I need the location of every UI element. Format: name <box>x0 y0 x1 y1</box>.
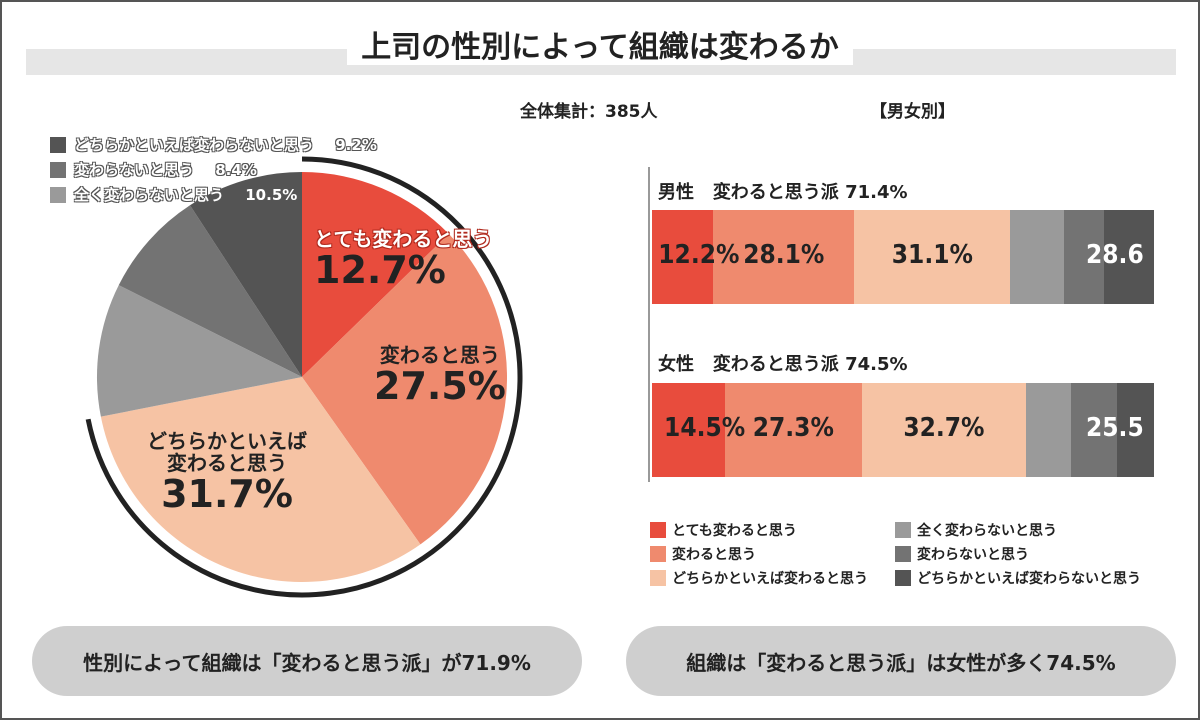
bar-legend: とても変わると思う 全く変わらないと思う 変わると思う 変わらないと思う どちら… <box>650 520 1155 588</box>
legend-swatch <box>895 522 911 538</box>
bar-segment <box>724 383 863 477</box>
pie-slice <box>100 377 421 582</box>
bar-value-label: 12.2% <box>658 240 740 270</box>
pie-legend-item: 全く変わらないと思う 10.5% <box>50 184 377 205</box>
bar-segment <box>1104 210 1155 304</box>
bar-segment <box>1025 383 1072 477</box>
bar-value-label: 28.1% <box>743 240 825 270</box>
pie-label-very-change: とても変わると思う 12.7% <box>314 227 493 292</box>
pie-legend-item: 変わらないと思う 8.4% <box>50 159 377 180</box>
bar-value-label: 14.5% <box>664 413 746 443</box>
bar-value-label: 32.7% <box>903 413 985 443</box>
legend-item: 全く変わらないと思う <box>895 520 1155 540</box>
bar-segment <box>652 383 726 477</box>
gender-header: 【男女別】 <box>870 102 955 122</box>
bar-segment <box>861 383 1027 477</box>
pie-slice <box>118 205 302 377</box>
bar-axis-line <box>648 167 650 482</box>
bar-segment <box>854 210 1011 304</box>
legend-item: どちらかといえば変わると思う <box>650 568 895 588</box>
summary-right: 組織は「変わると思う派」は女性が多く74.5% <box>626 626 1176 696</box>
pie-slice <box>302 172 449 377</box>
legend-swatch <box>650 570 666 586</box>
legend-swatch <box>650 546 666 562</box>
pie-label-somewhat-change: どちらかといえば 変わると思う 31.7% <box>147 429 307 516</box>
legend-swatch <box>50 161 66 178</box>
female-header: 女性 変わると思う派 74.5% <box>658 354 908 375</box>
bar-segment <box>1071 383 1118 477</box>
bar-segment <box>1064 210 1105 304</box>
legend-item: 変わらないと思う <box>895 544 1155 564</box>
legend-swatch <box>50 186 66 203</box>
legend-swatch <box>895 570 911 586</box>
bar-segment <box>652 210 714 304</box>
pie-chart <box>85 156 523 598</box>
pie-label-change: 変わると思う 27.5% <box>374 343 506 408</box>
male-header: 男性 変わると思う派 71.4% <box>658 182 908 203</box>
pie-slice <box>189 172 302 377</box>
pie-legend-item: どちらかといえば変わらないと思う 9.2% <box>50 134 377 155</box>
legend-swatch <box>895 546 911 562</box>
pie-slice <box>302 233 507 545</box>
legend-item: 変わると思う <box>650 544 895 564</box>
bar-grey-total-label: 25.5 <box>1086 413 1144 443</box>
bar-segment <box>1117 383 1155 477</box>
legend-item: どちらかといえば変わらないと思う <box>895 568 1155 588</box>
total-count: 全体集計：385人 <box>520 102 658 122</box>
pie-slice <box>96 285 302 417</box>
legend-swatch <box>50 136 66 153</box>
bar-value-label: 27.3% <box>752 413 834 443</box>
bar-value-label: 31.1% <box>891 240 973 270</box>
bar-segment <box>1010 210 1065 304</box>
pie-grey-legend: どちらかといえば変わらないと思う 9.2% 変わらないと思う 8.4% 全く変わ… <box>50 134 377 205</box>
page-title: 上司の性別によって組織は変わるか <box>2 22 1198 66</box>
legend-swatch <box>650 522 666 538</box>
legend-item: とても変わると思う <box>650 520 895 540</box>
highlight-arc <box>85 156 523 598</box>
summary-left: 性別によって組織は「変わると思う派」が71.9% <box>32 626 582 696</box>
bar-grey-total-label: 28.6 <box>1086 240 1144 270</box>
bar-segment <box>713 210 855 304</box>
